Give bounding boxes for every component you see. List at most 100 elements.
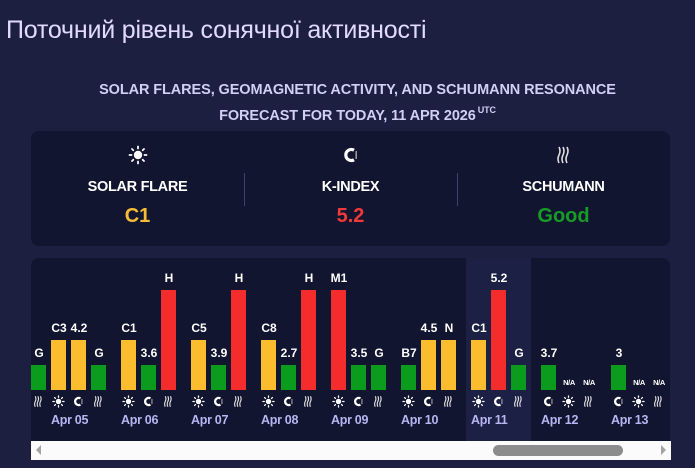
schumann-value-label: H: [234, 271, 244, 285]
sun-icon: [128, 145, 148, 165]
kindex-value-label: 4.5: [420, 321, 438, 335]
kindex-value-label: 2.7: [280, 346, 298, 360]
waves-icon: [554, 145, 574, 165]
date-label: Apr 13: [611, 413, 649, 427]
waves-icon: [581, 395, 596, 408]
forecast-chart[interactable]: G C3 4.2 G Apr 05 C1 3.6 H Apr 06 C5 3.9 H Apr 07 C8 2…: [31, 258, 670, 460]
kindex-bar: [421, 340, 436, 390]
schumann-bar: [301, 290, 316, 390]
waves-icon: [301, 395, 316, 408]
magnet-icon: [211, 395, 226, 408]
schumann-value-label: N: [444, 321, 454, 335]
waves-icon: [91, 395, 106, 408]
waves-icon: [511, 395, 526, 408]
summary-schumann: SCHUMANN Good: [457, 131, 670, 246]
waves-icon: [231, 395, 246, 408]
k-index-value: 5.2: [336, 205, 365, 227]
schumann-bar: [161, 290, 176, 390]
kindex-bar: [491, 290, 506, 390]
flare-value-label: B7: [401, 346, 417, 360]
sun-icon: [261, 395, 276, 408]
sun-icon: [471, 395, 486, 408]
magnet-icon: [341, 145, 361, 165]
summary-card: SOLAR FLARE C1 K-INDEX 5.2 SCHUMANN Good: [31, 131, 670, 246]
schumann-value-label: H: [304, 271, 314, 285]
flare-bar: [401, 365, 416, 390]
magnet-icon: [351, 395, 366, 408]
summary-solar-flare: SOLAR FLARE C1: [31, 131, 244, 246]
kindex-value-label: 3.6: [140, 346, 158, 360]
horizontal-scrollbar[interactable]: [31, 441, 671, 460]
flare-value-label: C1: [471, 321, 487, 335]
sun-icon: [631, 395, 646, 408]
kindex-bar: [351, 365, 366, 390]
sun-icon: [121, 395, 136, 408]
summary-label: SCHUMANN: [522, 179, 605, 195]
scroll-left-arrow-icon[interactable]: [36, 445, 41, 455]
forecast-subtitle: SOLAR FLARES, GEOMAGNETIC ACTIVITY, AND …: [0, 80, 695, 126]
waves-icon: [441, 395, 456, 408]
scroll-thumb[interactable]: [493, 445, 623, 456]
schumann-value: Good: [537, 205, 590, 227]
sun-icon: [401, 395, 416, 408]
magnet-icon: [541, 395, 556, 408]
flare-value-label: C5: [191, 321, 207, 335]
kindex-bar: [71, 340, 86, 390]
schumann-value-label: G: [34, 346, 44, 360]
schumann-bar: [371, 365, 386, 390]
flare-value-label: C8: [261, 321, 277, 335]
summary-label: K-INDEX: [321, 179, 380, 195]
kindex-value-label: 3.5: [350, 346, 368, 360]
kindex-bar: [541, 365, 556, 390]
schumann-value-label: G: [514, 346, 524, 360]
date-label: Apr 06: [121, 413, 159, 427]
schumann-value-label: N/A: [653, 378, 665, 387]
date-label: Apr 12: [541, 413, 579, 427]
magnet-icon: [491, 395, 506, 408]
schumann-value-label: G: [94, 346, 104, 360]
timezone-label: UTC: [477, 105, 496, 115]
scroll-right-arrow-icon[interactable]: [661, 445, 666, 455]
subtitle-line-1: SOLAR FLARES, GEOMAGNETIC ACTIVITY, AND …: [99, 82, 616, 98]
subtitle-line-2: FORECAST FOR TODAY, 11 APR 2026 UTC: [219, 105, 496, 124]
waves-icon: [161, 395, 176, 408]
kindex-bar: [211, 365, 226, 390]
summary-label: SOLAR FLARE: [87, 179, 188, 195]
magnet-icon: [611, 395, 626, 408]
waves-icon: [651, 395, 666, 408]
magnet-icon: [141, 395, 156, 408]
kindex-value-label: 3.9: [210, 346, 228, 360]
kindex-value-label: 3.7: [540, 346, 558, 360]
flare-bar: [471, 340, 486, 390]
summary-k-index: K-INDEX 5.2: [244, 131, 457, 246]
kindex-bar: [141, 365, 156, 390]
waves-icon: [371, 395, 386, 408]
date-label: Apr 08: [261, 413, 299, 427]
schumann-value-label: G: [374, 346, 384, 360]
kindex-value-label: 5.2: [490, 271, 508, 285]
kindex-bar: [281, 365, 296, 390]
kindex-value-label: 3: [615, 346, 623, 360]
flare-bar: [121, 340, 136, 390]
sun-icon: [561, 395, 576, 408]
waves-icon: [31, 395, 46, 408]
flare-value-label: C3: [51, 321, 67, 335]
flare-value-label: N/A: [633, 378, 645, 387]
sun-icon: [191, 395, 206, 408]
flare-value-label: N/A: [563, 378, 575, 387]
date-label: Apr 07: [191, 413, 229, 427]
schumann-value-label: H: [164, 271, 174, 285]
date-label: Apr 05: [51, 413, 89, 427]
magnet-icon: [281, 395, 296, 408]
date-label: Apr 11: [471, 413, 508, 427]
flare-value-label: C1: [121, 321, 137, 335]
date-label: Apr 10: [401, 413, 439, 427]
schumann-bar: [511, 365, 526, 390]
magnet-icon: [421, 395, 436, 408]
solar-flare-value: C1: [124, 205, 151, 227]
date-label: Apr 09: [331, 413, 369, 427]
schumann-bar: [91, 365, 106, 390]
sun-icon: [331, 395, 346, 408]
flare-bar: [191, 340, 206, 390]
sun-icon: [51, 395, 66, 408]
